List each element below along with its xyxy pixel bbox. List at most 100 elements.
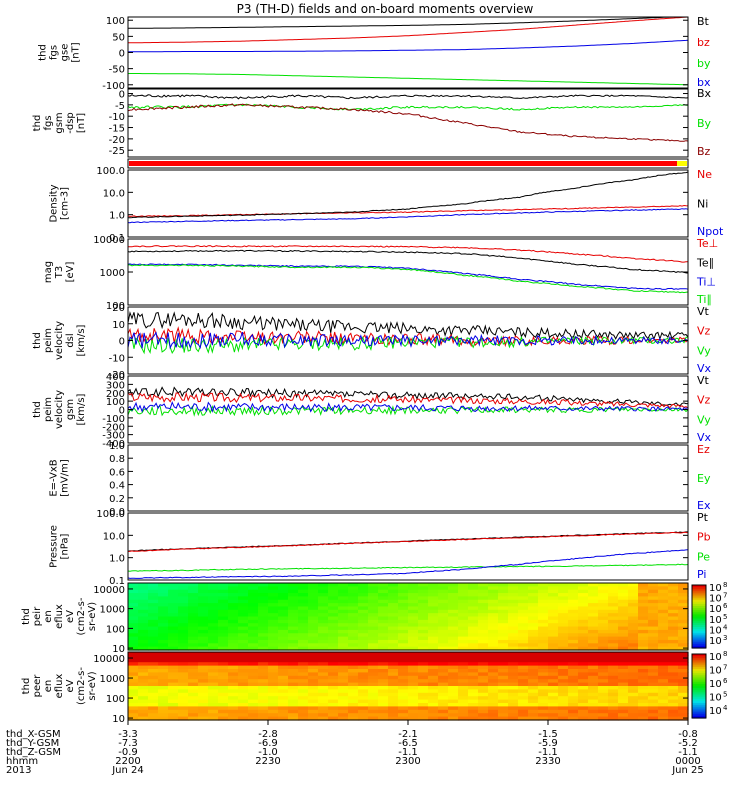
y-tick-label: -25 [109,146,125,157]
heatmap-cell [138,686,149,690]
heatmap-cell [518,679,529,684]
heatmap-cell [218,679,229,684]
heatmap-cell [168,658,179,663]
heatmap-cell [638,706,649,711]
panel-frame [127,512,689,581]
heatmap-cell [478,699,489,704]
heatmap-cell [178,623,189,628]
heatmap-cell [658,606,669,611]
heatmap-cell [648,646,659,651]
colorbar-tick-exponent: 6 [723,677,728,685]
heatmap-cell [468,652,479,656]
heatmap-cell [298,686,309,690]
heatmap-cell [238,672,249,677]
heatmap-cell [388,716,399,721]
heatmap-cell [278,686,289,690]
heatmap-cell [128,675,139,680]
heatmap-cell [348,593,359,597]
heatmap-cell [648,716,659,721]
colorbar-cell [692,658,706,661]
heatmap-cell [448,703,459,707]
heatmap-cell [518,658,529,663]
heatmap-cell [378,706,389,711]
heatmap-cell [288,665,299,670]
heatmap-cell [638,699,649,704]
heatmap-cell [288,713,299,718]
colorbar-cell [692,673,706,676]
colorbar-tick-exponent: 4 [723,704,728,712]
heatmap-cell [258,699,269,704]
heatmap-cell [298,713,309,718]
heatmap-cell [558,623,569,628]
heatmap-cell [148,633,159,638]
heatmap-cell [428,616,439,621]
heatmap-cell [268,662,279,667]
colorbar-cell [692,645,706,649]
heatmap-cell [498,696,509,701]
heatmap-cell [488,609,499,614]
heatmap-cell [678,629,689,634]
heatmap-cell [308,589,319,594]
heatmap-cell [548,679,559,684]
heatmap-cell [598,593,609,597]
heatmap-cell [148,682,159,687]
heatmap-cell [498,709,509,714]
heatmap-cell [328,675,339,680]
heatmap-cell [488,596,499,601]
heatmap-cell [638,629,649,634]
heatmap-cell [608,603,619,608]
heatmap-cell [148,662,159,667]
y-tick-label: 1000 [100,674,125,685]
heatmap-cell [518,606,529,611]
heatmap-cell [198,692,209,697]
heatmap-cell [408,716,419,721]
heatmap-cell [418,589,429,594]
heatmap-cell [498,596,509,601]
heatmap-cell [158,613,169,618]
heatmap-cell [528,609,539,614]
heatmap-cell [228,619,239,624]
x-row-value: -0.9 [118,747,138,758]
heatmap-cell [558,609,569,614]
heatmap-cell [218,586,229,591]
heatmap-cell [488,669,499,673]
heatmap-cell [678,669,689,673]
heatmap-cell [508,583,519,587]
colorbar-cell [692,668,706,672]
heatmap-cell [408,686,419,690]
heatmap-cell [128,609,139,614]
heatmap-cell [418,679,429,684]
heatmap-cell [558,665,569,670]
heatmap-cell [478,658,489,663]
heatmap-cell [518,596,529,601]
heatmap-cell [198,679,209,684]
heatmap-cell [668,658,679,663]
heatmap-cell [568,603,579,608]
heatmap-cell [628,593,639,597]
heatmap-cell [608,626,619,631]
heatmap-cell [508,636,519,641]
heatmap-cell [498,699,509,704]
heatmap-cell [678,646,689,651]
heatmap-cell [178,599,189,604]
heatmap-cell [588,689,599,694]
heatmap-cell [488,658,499,663]
heatmap-cell [608,619,619,624]
heatmap-cell [168,689,179,694]
heatmap-cell [608,675,619,680]
heatmap-cell [468,583,479,587]
heatmap-cell [258,636,269,641]
heatmap-cell [308,706,319,711]
heatmap-cell [368,643,379,648]
heatmap-cell [238,603,249,608]
heatmap-cell [498,613,509,618]
heatmap-cell [668,692,679,697]
heatmap-cell [388,586,399,591]
heatmap-cell [538,599,549,604]
heatmap-cell [628,658,639,663]
heatmap-cell [658,589,669,594]
heatmap-cell [168,646,179,651]
heatmap-cell [398,613,409,618]
heatmap-cell [648,699,659,704]
series-line-Pi [127,549,689,579]
